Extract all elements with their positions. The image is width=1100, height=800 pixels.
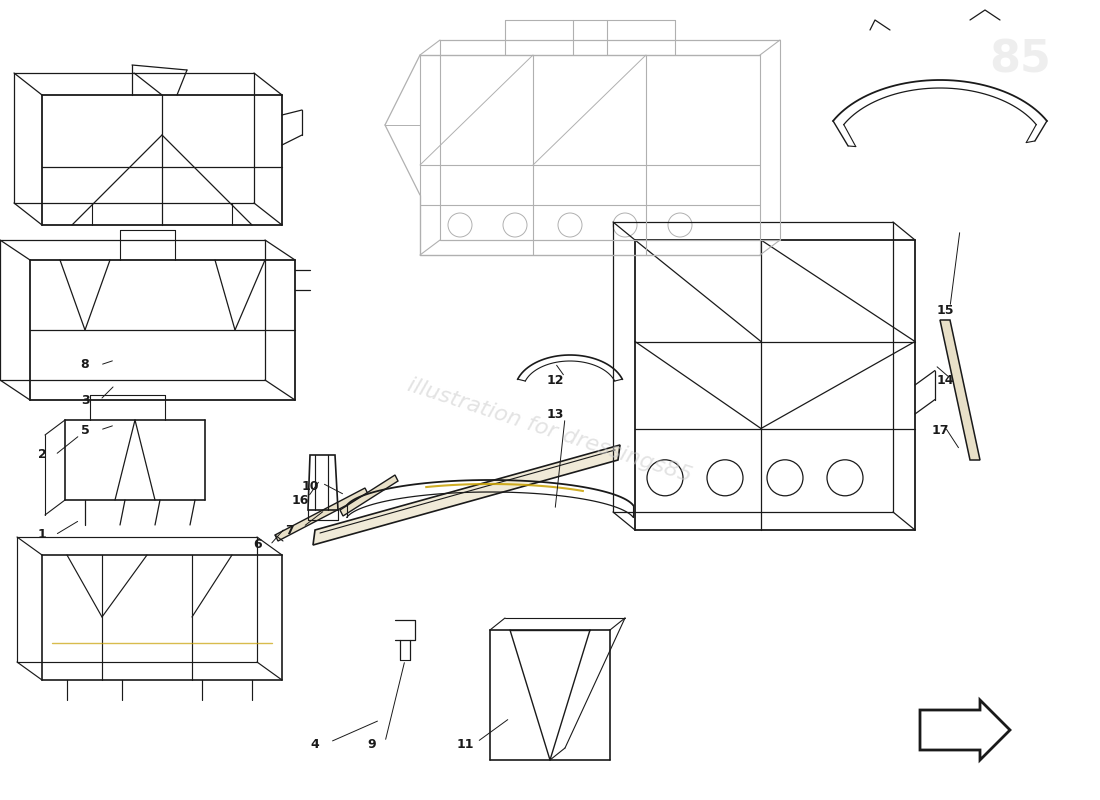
Text: 10: 10 <box>301 481 319 494</box>
Text: 9: 9 <box>367 738 376 751</box>
Text: 2: 2 <box>37 449 46 462</box>
Text: illustration for dressings85: illustration for dressings85 <box>406 374 694 486</box>
Polygon shape <box>920 700 1010 760</box>
Text: 8: 8 <box>80 358 89 371</box>
Polygon shape <box>940 320 980 460</box>
Text: 7: 7 <box>286 523 295 537</box>
Text: 14: 14 <box>936 374 954 386</box>
Text: 13: 13 <box>547 409 563 422</box>
Polygon shape <box>275 488 368 541</box>
Text: 5: 5 <box>80 423 89 437</box>
Text: 11: 11 <box>456 738 474 751</box>
Text: 17: 17 <box>932 423 948 437</box>
Text: 15: 15 <box>936 303 954 317</box>
Text: 6: 6 <box>254 538 262 551</box>
Text: 16: 16 <box>292 494 309 506</box>
Text: 1: 1 <box>37 529 46 542</box>
Text: 12: 12 <box>547 374 563 386</box>
Polygon shape <box>314 445 620 545</box>
Text: 4: 4 <box>310 738 319 751</box>
Text: 85: 85 <box>989 38 1050 82</box>
Polygon shape <box>340 475 398 516</box>
Text: 3: 3 <box>80 394 89 406</box>
